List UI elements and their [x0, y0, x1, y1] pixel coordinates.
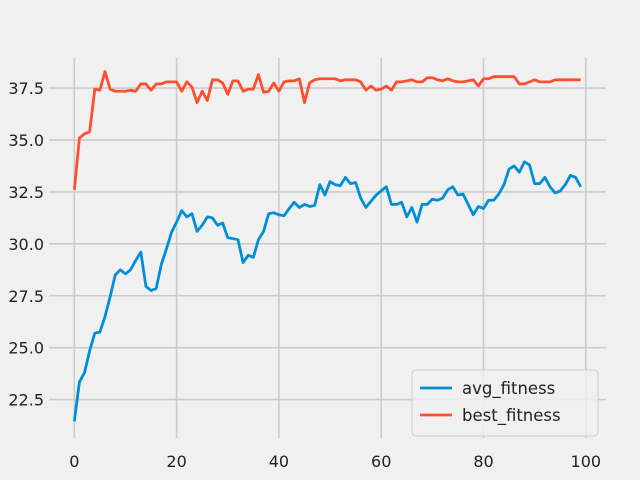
y-tick-label: 30.0: [8, 235, 44, 254]
x-axis-ticks: 0 20 40 60 80 100: [69, 452, 601, 471]
x-tick-label: 40: [269, 452, 289, 471]
grid-lines: [49, 58, 606, 438]
x-tick-label: 100: [571, 452, 602, 471]
legend-box: [411, 369, 599, 437]
y-tick-label: 27.5: [8, 287, 44, 306]
series-line-best-fitness: [72, 70, 581, 190]
series-lines: [72, 70, 582, 422]
x-tick-label: 60: [371, 452, 391, 471]
y-axis-ticks: 22.5 25.0 27.5 30.0 32.5 35.0 37.5: [8, 79, 44, 409]
x-tick-label: 0: [69, 452, 79, 471]
x-tick-label: 20: [166, 452, 186, 471]
y-tick-label: 35.0: [8, 131, 44, 150]
legend: avg_fitness best_fitness: [411, 369, 599, 437]
series-line-avg-fitness: [72, 160, 582, 422]
legend-label-best-fitness: best_fitness: [462, 406, 561, 426]
legend-label-avg-fitness: avg_fitness: [462, 379, 555, 399]
x-tick-label: 80: [473, 452, 493, 471]
y-tick-label: 25.0: [8, 339, 44, 358]
y-tick-label: 32.5: [8, 183, 44, 202]
y-tick-label: 37.5: [8, 79, 44, 98]
y-tick-label: 22.5: [8, 391, 44, 410]
